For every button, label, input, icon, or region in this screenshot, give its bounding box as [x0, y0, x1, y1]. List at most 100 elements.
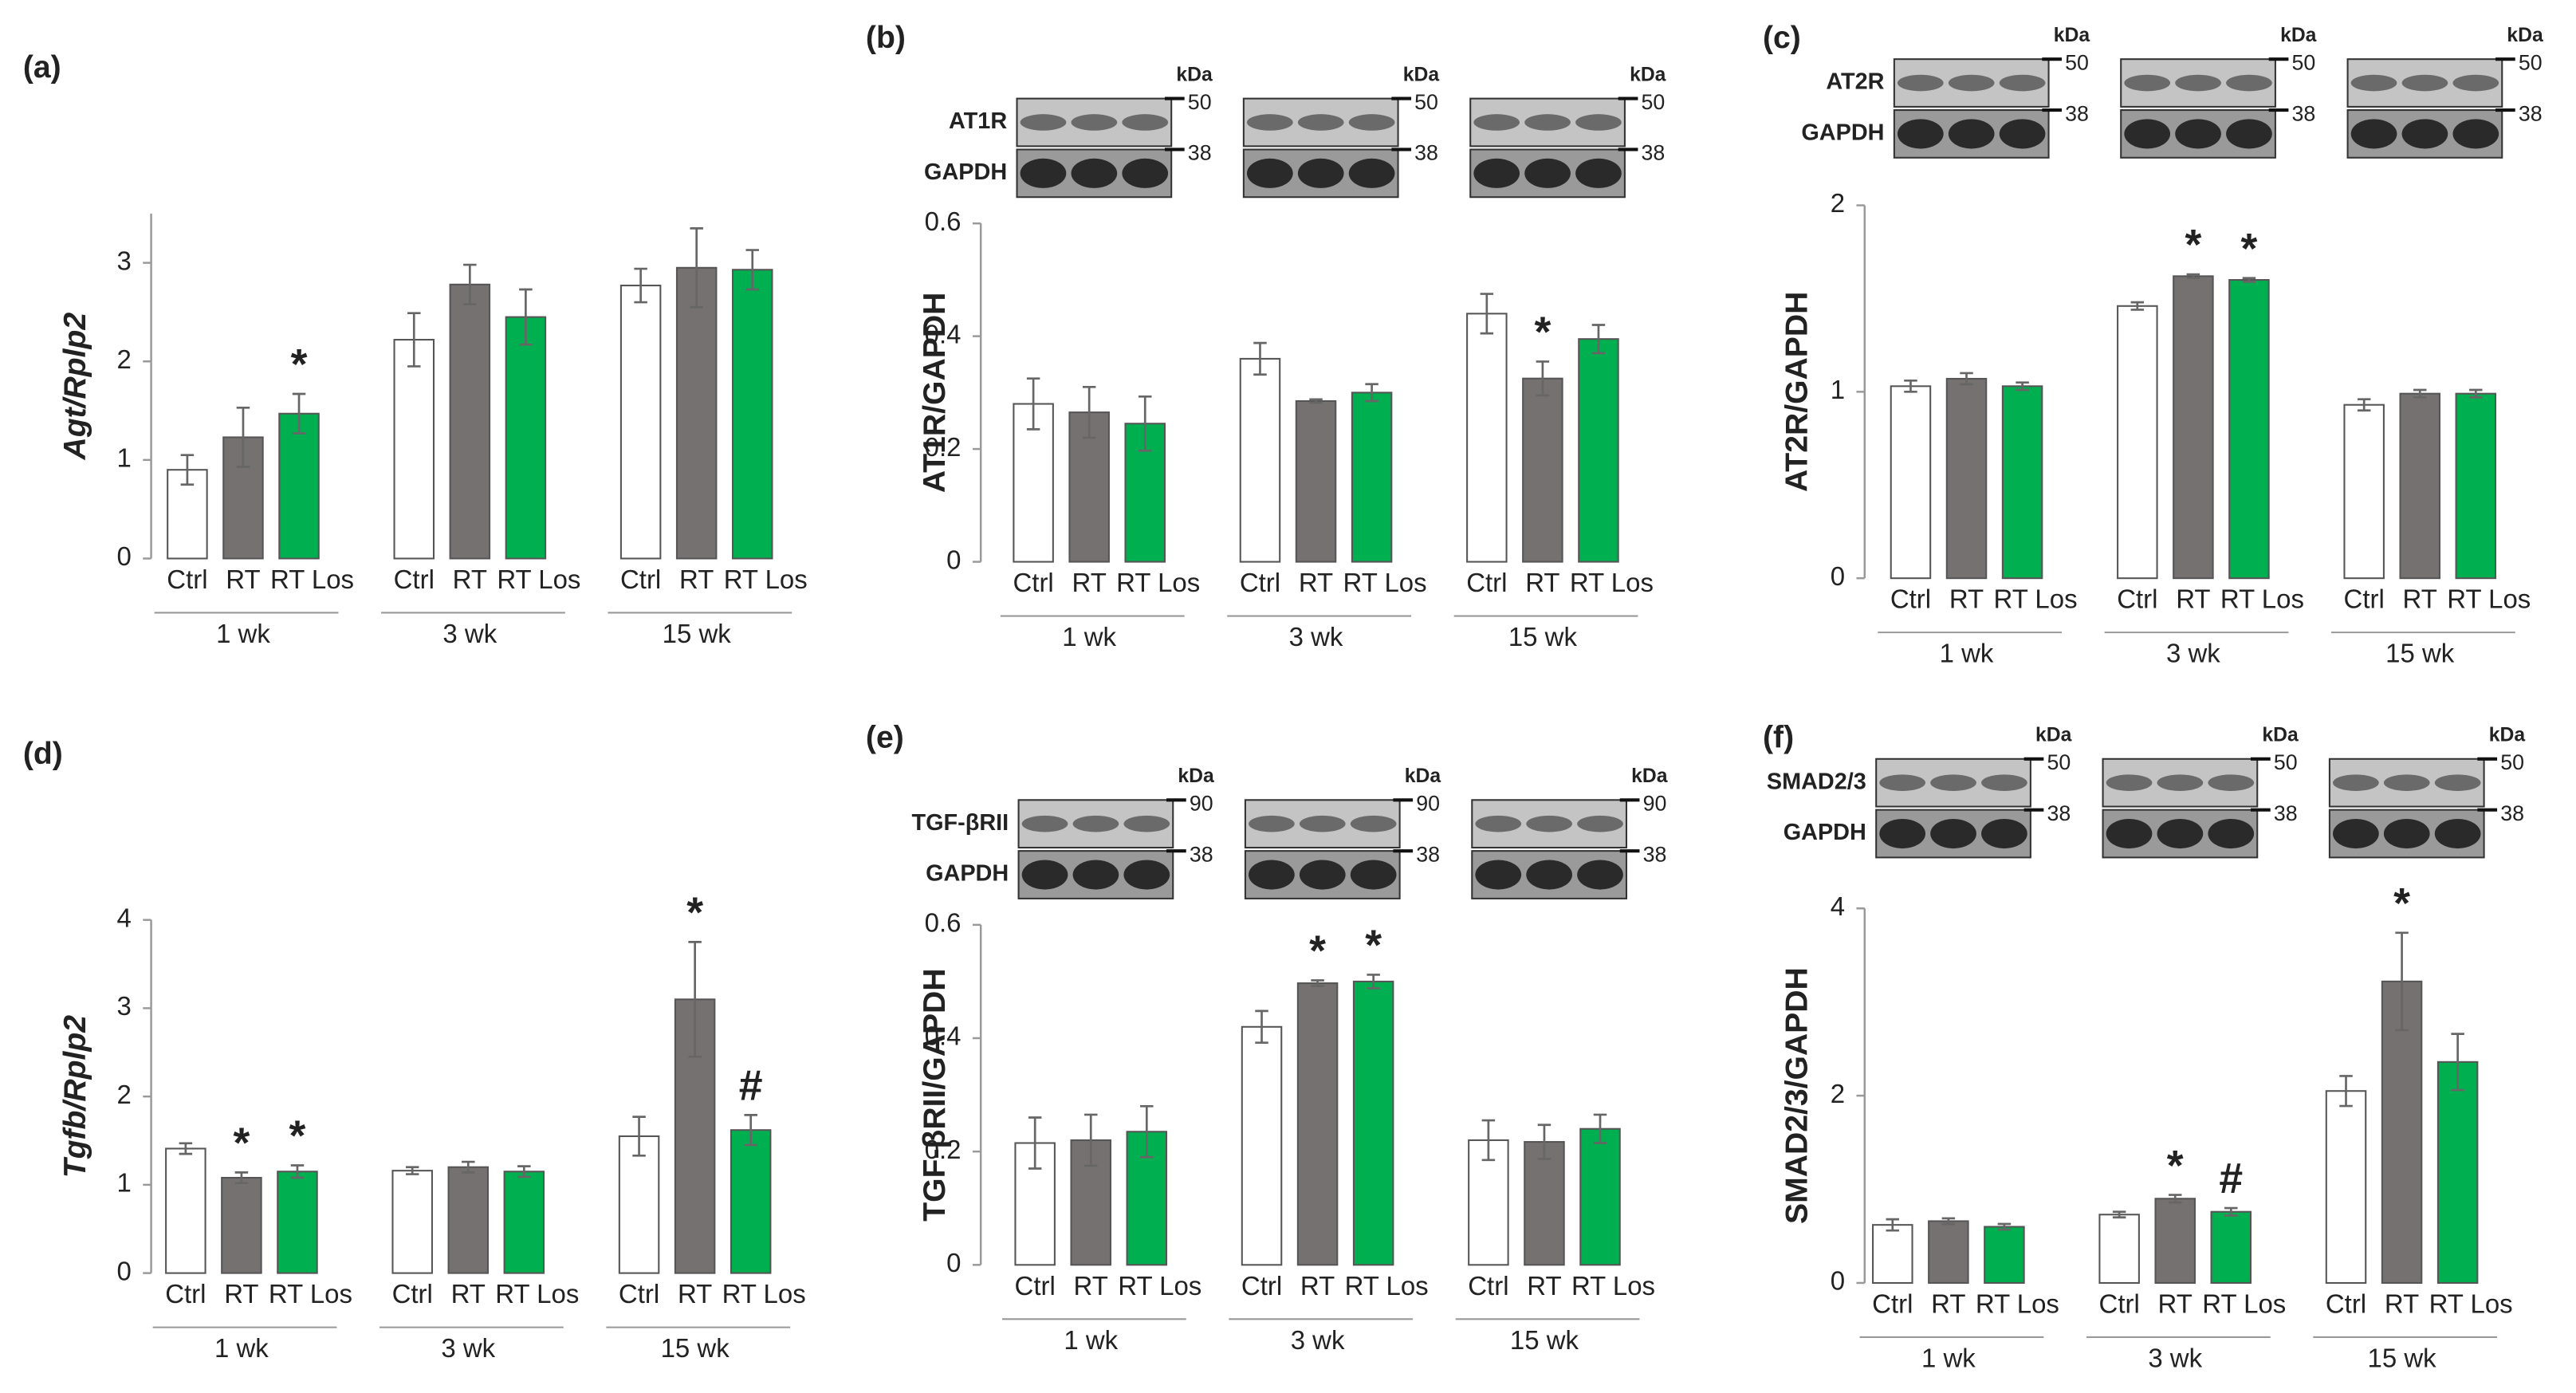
blot-band — [2208, 818, 2255, 849]
marker-label: 50 — [1414, 90, 1438, 114]
bar — [1872, 1224, 1913, 1285]
y-tick-label: 1 — [117, 1168, 132, 1198]
y-tick-label: 0 — [117, 1256, 132, 1285]
x-tick-label: RT — [2176, 584, 2210, 614]
error-bar — [1941, 1217, 1956, 1226]
blot-band — [1475, 815, 1522, 832]
blot-band — [1299, 860, 1346, 890]
error-bar — [2339, 1075, 2353, 1108]
bar — [2343, 403, 2385, 580]
error-bar — [2395, 931, 2409, 1032]
y-tick-label: 4 — [1831, 891, 1845, 921]
x-tick-label: RT Los — [270, 565, 354, 594]
error-bar — [2112, 1210, 2126, 1219]
blot-band — [1473, 158, 1520, 188]
marker-label: 50 — [2047, 750, 2071, 774]
error-bar — [2016, 381, 2029, 392]
blot-band — [2157, 774, 2204, 791]
error-bar — [1253, 341, 1267, 376]
x-tick-label: RT Los — [724, 565, 808, 594]
blot-band — [1020, 114, 1067, 131]
x-tick-label: RT — [1299, 568, 1333, 597]
x-tick-label: RT Los — [1571, 1271, 1655, 1301]
blot-band — [2333, 774, 2379, 791]
blot-band — [1122, 158, 1169, 188]
blot-band — [1246, 158, 1293, 188]
error-bar — [2413, 388, 2427, 399]
bar — [222, 436, 264, 560]
blot-band — [1020, 158, 1067, 188]
group-label: 3 wk — [2148, 1344, 2202, 1373]
bar — [277, 1171, 318, 1274]
error-bar — [2357, 398, 2371, 412]
x-tick-label: RT Los — [2447, 584, 2531, 614]
x-tick-label: Ctrl — [1466, 568, 1507, 597]
blot-band — [1930, 818, 1976, 849]
blot-band — [2226, 119, 2272, 149]
bar — [1296, 982, 1339, 1266]
x-tick-label: RT — [1072, 568, 1106, 597]
marker-label: 50 — [2519, 50, 2543, 74]
x-tick-label: RT Los — [1994, 584, 2078, 614]
kda-label: kDa — [1176, 64, 1213, 85]
bar — [2001, 385, 2043, 580]
x-tick-label: Ctrl — [167, 565, 207, 594]
error-bar — [2242, 277, 2256, 283]
error-bar — [405, 1166, 419, 1175]
x-tick-label: RT — [1527, 1271, 1561, 1301]
band-label: TGF-βRII — [911, 810, 1009, 836]
error-bar — [1138, 395, 1152, 452]
panel-label: (f) — [1763, 720, 1794, 754]
bar — [2210, 1210, 2252, 1285]
error-bar — [1537, 1123, 1551, 1160]
error-bar — [1904, 379, 1917, 393]
error-bar — [1960, 372, 1973, 386]
y-tick-label: 0.2 — [925, 1135, 962, 1164]
x-tick-label: Ctrl — [2099, 1289, 2140, 1319]
blot-band — [1524, 158, 1571, 188]
bar — [1351, 392, 1393, 563]
bar — [1352, 980, 1394, 1266]
error-bar — [1365, 383, 1378, 403]
x-tick-label: Ctrl — [1468, 1271, 1508, 1301]
group-label: 15 wk — [661, 1333, 730, 1363]
error-bar — [1997, 1222, 2012, 1231]
band-label: SMAD2/3 — [1767, 769, 1866, 794]
bar — [2117, 305, 2158, 580]
group-label: 15 wk — [2385, 639, 2455, 668]
blot-band — [1981, 774, 2027, 791]
y-tick-label: 4 — [117, 903, 132, 932]
x-tick-label: RT Los — [722, 1279, 806, 1308]
kda-label: kDa — [2507, 25, 2543, 46]
x-tick-label: Ctrl — [392, 1279, 433, 1308]
error-bar — [407, 312, 421, 368]
blot-band — [1350, 815, 1397, 832]
x-tick-label: RT Los — [1343, 568, 1427, 597]
marker-label: 38 — [2047, 801, 2071, 825]
x-tick-label: RT — [226, 565, 260, 594]
band-label: GAPDH — [1801, 120, 1884, 146]
bar — [675, 266, 718, 560]
blot-band — [2226, 74, 2272, 92]
x-tick-label: RT — [679, 565, 714, 594]
blot-band — [2383, 818, 2430, 849]
bar — [503, 1171, 545, 1274]
group-label: 15 wk — [2368, 1344, 2437, 1373]
y-tick-label: 2 — [1831, 188, 1845, 218]
group-label: 3 wk — [442, 619, 497, 648]
group-label: 1 wk — [214, 1333, 269, 1363]
y-tick-label: 0 — [946, 1248, 961, 1277]
bar — [1945, 377, 1988, 580]
blot-band — [1071, 158, 1118, 188]
marker-label: 38 — [1643, 842, 1667, 866]
marker-label: 90 — [1643, 792, 1667, 816]
y-tick-label: 0.4 — [925, 1021, 962, 1051]
error-bar — [2224, 1206, 2238, 1217]
blot-band — [1575, 158, 1622, 188]
y-tick-label: 0.4 — [925, 319, 962, 348]
y-tick-label: 0 — [1831, 561, 1845, 591]
blot-band — [1897, 119, 1944, 149]
error-bar — [690, 227, 703, 309]
x-tick-label: RT — [1525, 568, 1559, 597]
kda-label: kDa — [2489, 724, 2526, 746]
